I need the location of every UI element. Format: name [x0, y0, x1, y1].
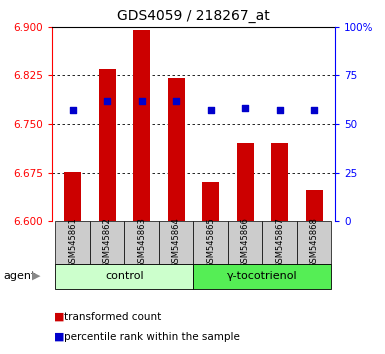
Bar [124, 221, 159, 264]
Text: ■: ■ [54, 312, 64, 322]
Bar [263, 221, 297, 264]
Bar [297, 221, 331, 264]
Bar [194, 221, 228, 264]
Bar [271, 143, 288, 221]
Bar [167, 79, 185, 221]
Bar [202, 182, 219, 221]
Text: GSM545867: GSM545867 [275, 217, 284, 268]
Bar [90, 221, 124, 264]
Bar [159, 221, 193, 264]
Bar [99, 69, 116, 221]
Text: GSM545861: GSM545861 [68, 217, 77, 268]
Point [311, 108, 317, 113]
Text: GSM545865: GSM545865 [206, 217, 215, 268]
Bar [237, 143, 254, 221]
Bar [133, 30, 150, 221]
Text: GSM545863: GSM545863 [137, 217, 146, 268]
Point [173, 98, 179, 103]
Bar [64, 172, 81, 221]
Text: GSM545862: GSM545862 [103, 217, 112, 268]
Text: GSM545866: GSM545866 [241, 217, 250, 268]
Point [70, 108, 76, 113]
Point [242, 105, 248, 111]
Text: agent: agent [4, 271, 36, 281]
Text: γ-tocotrienol: γ-tocotrienol [227, 271, 298, 281]
Text: percentile rank within the sample: percentile rank within the sample [64, 332, 239, 342]
Point [139, 98, 145, 103]
Point [208, 108, 214, 113]
Text: GSM545864: GSM545864 [172, 217, 181, 268]
Bar [306, 190, 323, 221]
Text: GSM545868: GSM545868 [310, 217, 319, 268]
Bar [194, 264, 331, 289]
Title: GDS4059 / 218267_at: GDS4059 / 218267_at [117, 9, 270, 23]
Bar [228, 221, 263, 264]
Text: control: control [105, 271, 144, 281]
Bar [55, 264, 194, 289]
Text: transformed count: transformed count [64, 312, 161, 322]
Bar [55, 221, 90, 264]
Point [277, 108, 283, 113]
Point [104, 98, 110, 103]
Text: ▶: ▶ [32, 271, 40, 281]
Text: ■: ■ [54, 332, 64, 342]
